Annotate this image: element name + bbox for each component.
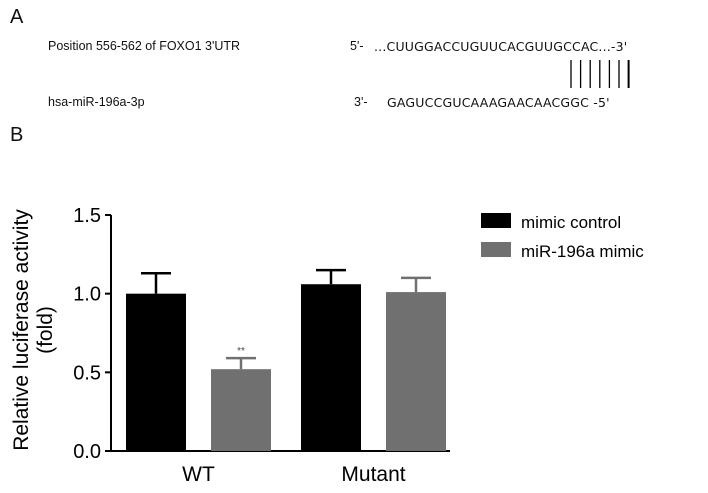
base-pair-lines [570, 60, 630, 88]
legend-swatch [481, 213, 511, 228]
x-tick-label: WT [182, 463, 215, 486]
bar [126, 293, 186, 451]
legend-swatch [481, 242, 511, 257]
x-tick-label: Mutant [341, 463, 405, 486]
y-axis-label-line2: (fold) [34, 306, 57, 354]
mirna-sequence: GAGUCCGUCAAAGAACAACGGC -5' [387, 95, 610, 110]
mirna-name: hsa-miR-196a-3p [48, 95, 145, 109]
mirna-prefix: 3'- [354, 95, 368, 109]
y-axis-label-line1: Relative luciferase activity [10, 209, 33, 451]
y-tick-label: 1.0 [73, 284, 101, 306]
target-name: Position 556-562 of FOXO1 3'UTR [48, 39, 241, 53]
bar [211, 369, 271, 451]
target-prefix: 5'- [350, 39, 364, 53]
target-sequence: ...CUUGGACCUGUUCACGUUGCCAC...-3' [374, 39, 628, 54]
bar [386, 292, 446, 451]
bar [301, 284, 361, 451]
significance-label: ** [237, 346, 245, 357]
legend-label: mimic control [521, 213, 621, 232]
y-tick-label: 1.5 [73, 205, 101, 227]
panel-a-label: A [10, 6, 24, 28]
y-tick-label: 0.0 [73, 441, 101, 463]
y-tick-label: 0.5 [73, 362, 101, 384]
panel-b-label: B [10, 124, 24, 146]
legend-label: miR-196a mimic [521, 242, 644, 261]
